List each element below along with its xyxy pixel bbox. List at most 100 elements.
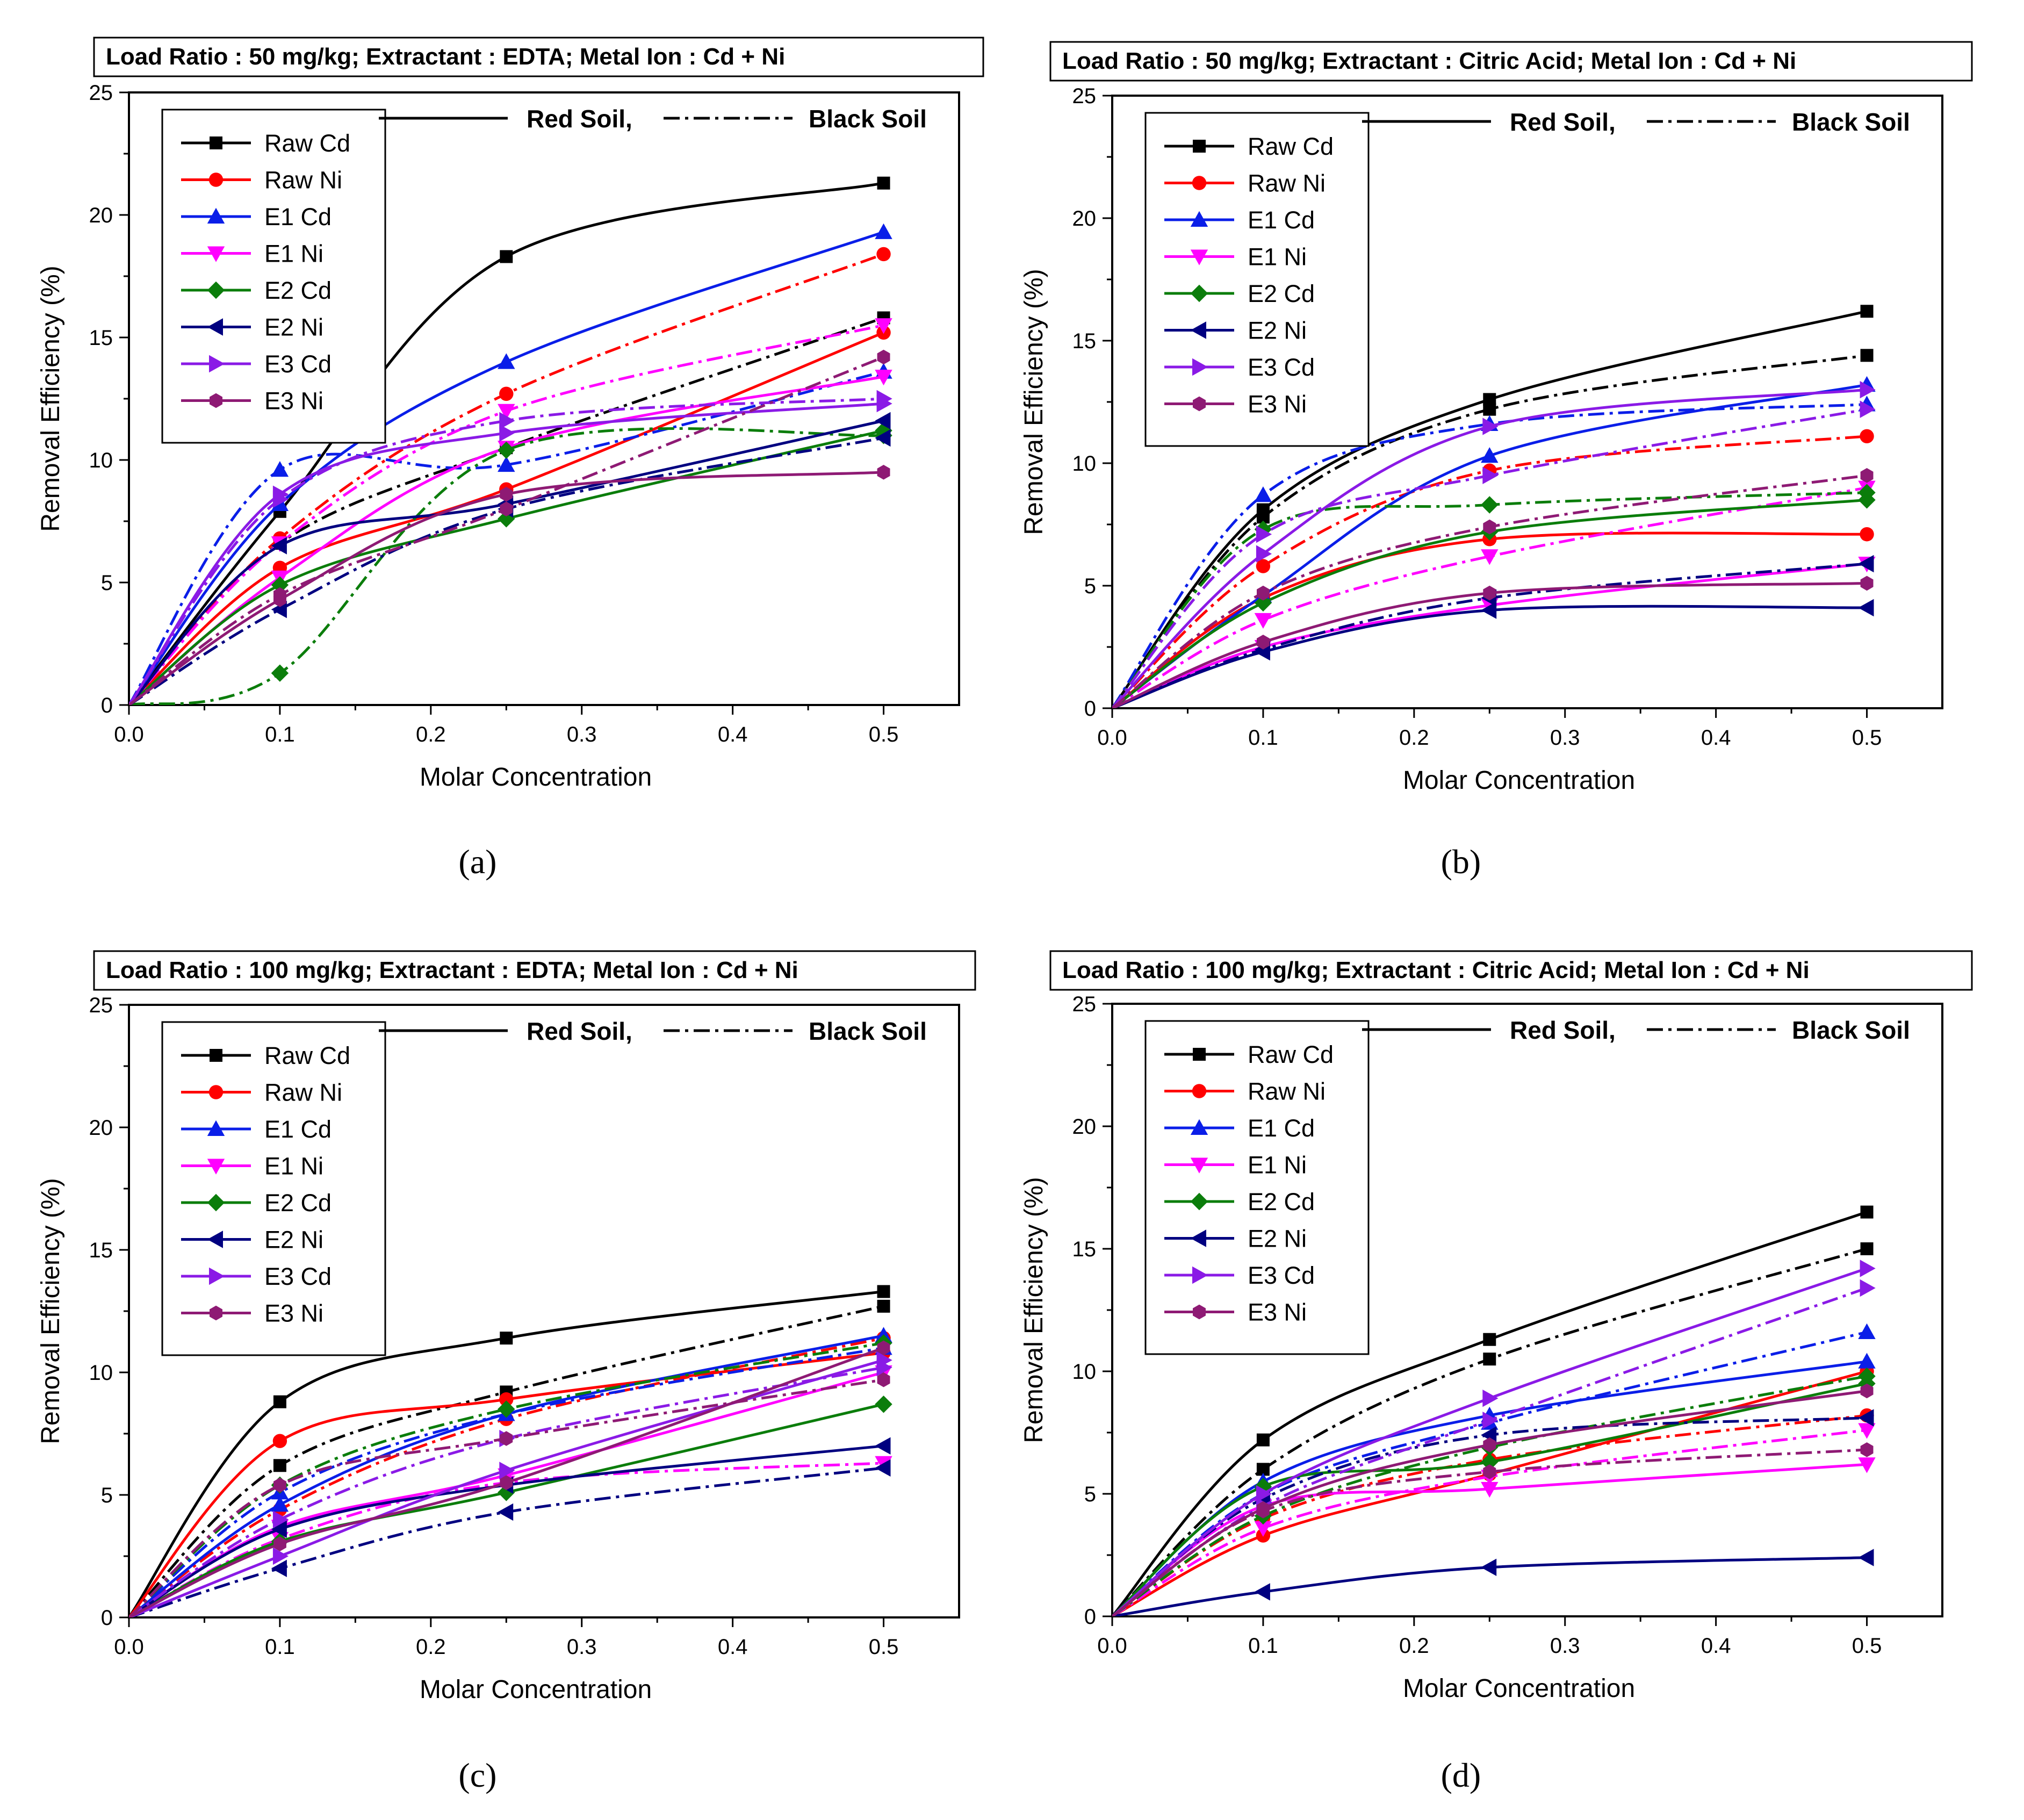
series-line-e2-ni-red-soil	[129, 419, 884, 705]
legend-box	[161, 1021, 386, 1356]
legend-marker-e2-cd	[1190, 284, 1208, 303]
y-tick-label: 5	[1084, 574, 1096, 598]
legend-box	[1144, 112, 1370, 447]
x-tick-label: 0.3	[567, 1635, 597, 1659]
data-point-e1-cd-red-soil	[1481, 447, 1499, 463]
data-point-e2-cd-red-soil	[271, 576, 289, 594]
data-point-e2-ni-black-soil	[875, 429, 891, 447]
x-tick-label: 0.5	[869, 1635, 899, 1659]
data-point-e3-cd-red-soil	[1482, 418, 1499, 435]
data-point-e2-ni-black-soil	[1858, 555, 1874, 573]
y-tick-label: 0	[1084, 1605, 1096, 1629]
data-point-e3-cd-black-soil	[876, 390, 892, 408]
series-line-e1-ni-black-soil	[1112, 1428, 1867, 1616]
y-tick-label: 25	[89, 81, 113, 105]
data-point-e1-ni-black-soil	[1254, 1521, 1272, 1537]
panel-letter: (b)	[1441, 843, 1481, 881]
legend-label-e3-ni: E3 Ni	[1248, 391, 1307, 418]
data-point-e3-ni-red-soil	[1257, 635, 1270, 650]
y-tick-label: 10	[1072, 1360, 1097, 1384]
data-point-e3-cd-black-soil	[1860, 1279, 1876, 1297]
data-point-e3-ni-black-soil	[1860, 468, 1874, 483]
x-axis-title: Molar Concentration	[1403, 1674, 1635, 1703]
x-axis-title: Molar Concentration	[1403, 766, 1635, 795]
data-point-raw-cd-red-soil	[273, 1395, 286, 1408]
y-tick-label: 25	[1072, 992, 1097, 1016]
legend-marker-e1-cd	[1190, 211, 1208, 227]
panel-title: Load Ratio : 100 mg/kg; Extractant : EDT…	[106, 957, 798, 983]
x-tick-label: 0.4	[1701, 726, 1731, 750]
data-point-e2-cd-black-soil	[1858, 1367, 1876, 1385]
series-line-e2-cd-red-soil	[1112, 498, 1867, 708]
y-tick-label: 0	[1084, 697, 1096, 721]
legend-label-e3-cd: E3 Cd	[264, 350, 332, 378]
data-point-e1-ni-black-soil	[498, 404, 515, 420]
data-point-e2-cd-black-soil	[1858, 484, 1876, 501]
y-axis-title: Removal Efficiency (%)	[1020, 1177, 1048, 1443]
legend-marker-raw-cd	[210, 1049, 222, 1062]
data-point-raw-ni-black-soil	[499, 386, 514, 401]
data-point-raw-cd-red-soil	[1483, 1333, 1496, 1346]
x-tick-label: 0.4	[718, 1635, 748, 1659]
x-tick-label: 0.2	[1399, 726, 1429, 750]
x-tick-label: 0.0	[1097, 1634, 1127, 1658]
legend-marker-e2-ni	[207, 318, 223, 336]
panel-letter: (c)	[458, 1756, 496, 1794]
legend-red-soil-label: Red Soil,	[527, 105, 632, 133]
series-line-raw-ni-red-soil	[129, 1351, 884, 1617]
data-point-raw-ni-red-soil	[499, 1392, 514, 1407]
data-point-e3-cd-red-soil	[499, 1462, 515, 1479]
legend-label-e3-cd: E3 Cd	[1248, 354, 1315, 381]
legend-marker-e2-cd	[207, 1193, 225, 1212]
legend-marker-e3-ni	[1193, 1304, 1206, 1320]
chart-panel-b: Load Ratio : 50 mg/kg; Extractant : Citr…	[1020, 41, 1973, 881]
data-point-raw-cd-red-soil	[877, 176, 890, 190]
panel-title: Load Ratio : 100 mg/kg; Extractant : Cit…	[1062, 957, 1810, 983]
series-line-e2-cd-red-soil	[129, 1402, 884, 1617]
data-point-e2-ni-red-soil	[1858, 1549, 1874, 1566]
panel-letter: (a)	[458, 843, 496, 881]
legend-marker-e1-cd	[1190, 1119, 1208, 1135]
data-point-raw-cd-red-soil	[1860, 1205, 1874, 1219]
legend-marker-e1-ni	[1190, 249, 1208, 265]
series-line-e1-cd-red-soil	[129, 231, 884, 705]
x-tick-label: 0.3	[1550, 1634, 1580, 1658]
panel-title: Load Ratio : 50 mg/kg; Extractant : Citr…	[1062, 48, 1796, 74]
legend-label-e2-cd: E2 Cd	[264, 1189, 332, 1217]
y-tick-label: 25	[89, 994, 113, 1017]
data-point-e2-cd-black-soil	[498, 441, 515, 459]
y-tick-label: 20	[89, 1116, 113, 1140]
data-point-e2-ni-red-soil	[1481, 1558, 1497, 1576]
data-point-e3-ni-red-soil	[1483, 1437, 1496, 1452]
series-line-raw-cd-red-soil	[1112, 310, 1868, 708]
legend-label-raw-cd: Raw Cd	[1248, 133, 1334, 160]
data-point-e1-ni-black-soil	[1858, 1423, 1876, 1439]
series-line-e1-ni-red-soil	[1112, 562, 1867, 708]
legend-black-soil-label: Black Soil	[1792, 1016, 1910, 1044]
legend-marker-e2-ni	[1190, 321, 1206, 339]
y-tick-label: 5	[1084, 1483, 1096, 1506]
legend-red-soil-label: Red Soil,	[1510, 108, 1616, 136]
y-tick-label: 0	[101, 694, 113, 717]
data-point-e3-cd-red-soil	[272, 1547, 289, 1565]
data-point-e3-ni-red-soil	[1860, 576, 1874, 591]
x-tick-label: 0.2	[1399, 1634, 1429, 1658]
x-tick-label: 0.5	[869, 723, 899, 746]
legend-label-raw-cd: Raw Cd	[264, 130, 350, 157]
legend-label-e1-cd: E1 Cd	[264, 1116, 332, 1143]
legend-marker-raw-cd	[1193, 140, 1206, 153]
legend-marker-e1-ni	[207, 246, 225, 262]
legend-label-e3-ni: E3 Ni	[264, 1300, 323, 1327]
legend-marker-e3-cd	[209, 1267, 225, 1285]
data-point-e2-ni-red-soil	[1858, 599, 1874, 617]
legend-label-raw-cd: Raw Cd	[1248, 1041, 1334, 1068]
panel-title-box	[93, 37, 984, 77]
legend-marker-raw-ni	[1192, 1084, 1207, 1098]
data-point-e2-cd-red-soil	[498, 510, 515, 528]
legend-label-e2-cd: E2 Cd	[1248, 1188, 1315, 1215]
series-line-e2-cd-black-soil	[1112, 491, 1867, 708]
legend-label-e1-ni: E1 Ni	[1248, 243, 1307, 271]
data-point-e2-cd-black-soil	[271, 664, 289, 682]
y-tick-label: 25	[1072, 84, 1097, 108]
legend-label-e1-ni: E1 Ni	[1248, 1152, 1307, 1179]
